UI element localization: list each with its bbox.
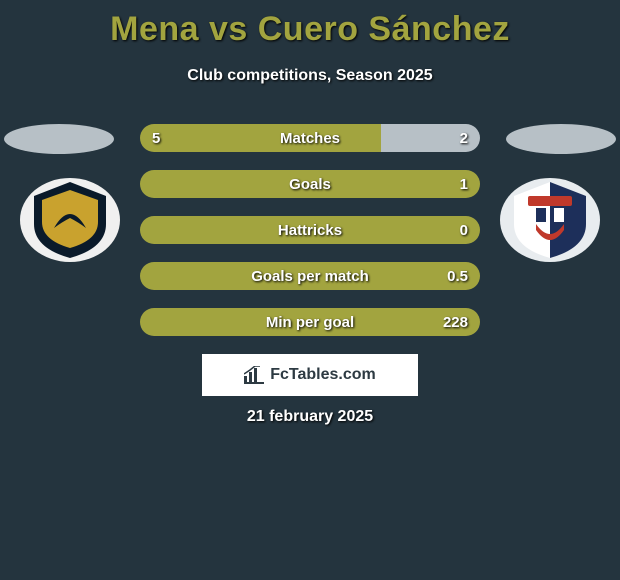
brand-text: FcTables.com: [270, 366, 376, 384]
chart-icon: [244, 366, 264, 384]
stat-value-right: 0.5: [447, 262, 468, 290]
team-crest-right: [500, 178, 600, 262]
stat-value-right: 1: [460, 170, 468, 198]
stat-label: Hattricks: [140, 216, 480, 244]
page-title: Mena vs Cuero Sánchez: [0, 0, 620, 49]
team-crest-left: [20, 178, 120, 262]
stat-label: Matches: [140, 124, 480, 152]
pellet-right: [506, 124, 616, 154]
stat-value-right: 0: [460, 216, 468, 244]
crest-left-svg: [20, 178, 120, 262]
stat-label: Goals: [140, 170, 480, 198]
stats-panel: Matches5 2 Goals1 Hattricks0 Goals per match…: [140, 124, 480, 354]
stat-row: Goals1: [140, 170, 480, 198]
stat-row: Matches5 2: [140, 124, 480, 152]
stat-label: Min per goal: [140, 308, 480, 336]
page-subtitle: Club competitions, Season 2025: [0, 67, 620, 85]
brand-box: FcTables.com: [202, 354, 418, 396]
crest-right-svg: [500, 178, 600, 262]
stat-row: Goals per match0.5: [140, 262, 480, 290]
stat-value-left: 5: [152, 124, 160, 152]
stat-value-right: 228: [443, 308, 468, 336]
stat-row: Min per goal228: [140, 308, 480, 336]
footer-date: 21 february 2025: [0, 408, 620, 426]
stat-label: Goals per match: [140, 262, 480, 290]
stat-value-right: 2: [460, 124, 468, 152]
pellet-left: [4, 124, 114, 154]
stat-row: Hattricks0: [140, 216, 480, 244]
